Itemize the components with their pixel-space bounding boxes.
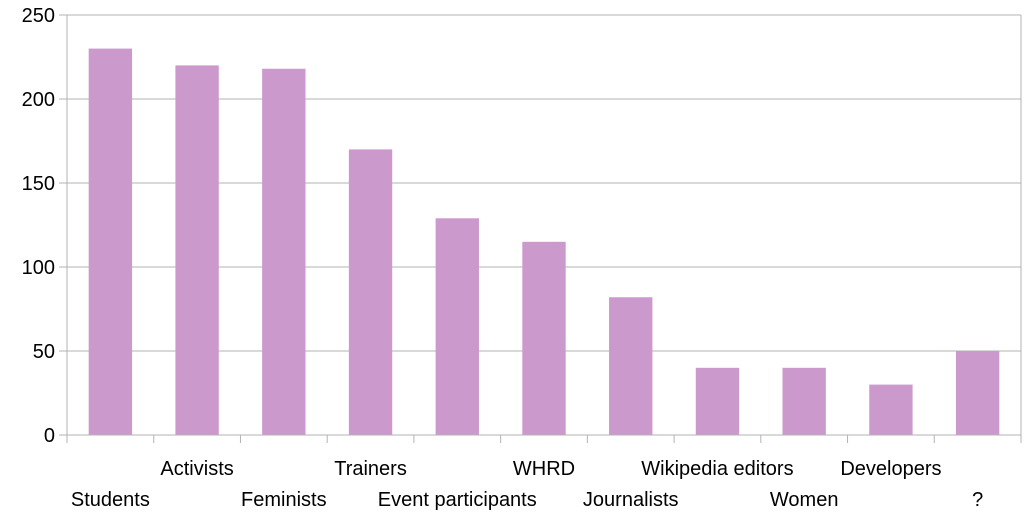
bar [348, 149, 393, 435]
x-tick-label: Students [71, 489, 150, 511]
y-tick-label: 100 [22, 257, 55, 279]
y-tick-label: 250 [22, 5, 55, 27]
bar [695, 367, 740, 435]
bar [609, 297, 653, 435]
bar [435, 218, 479, 435]
bar [782, 367, 826, 435]
x-tick-label: Developers [840, 458, 941, 480]
bar [522, 241, 566, 435]
x-tick-label: Event participants [378, 489, 537, 511]
x-tick-label: Activists [160, 458, 233, 480]
bar [869, 384, 913, 435]
x-tick-label: Feminists [241, 489, 327, 511]
x-tick-label: Women [770, 489, 839, 511]
x-tick-labels: Students Activists Feminists Trainers Event … [71, 458, 983, 511]
x-tick-label: ? [972, 489, 983, 511]
y-tick-label: 150 [22, 173, 55, 195]
bar [262, 68, 306, 435]
y-tick-labels: 0 50 100 150 200 250 [22, 5, 55, 447]
x-tick-label: Trainers [334, 458, 407, 480]
y-tick-label: 0 [44, 425, 55, 447]
bar [88, 48, 133, 435]
y-tick-label: 200 [22, 89, 55, 111]
bar [955, 351, 1000, 435]
x-tick-label: Journalists [583, 489, 679, 511]
y-tick-label: 50 [33, 341, 55, 363]
x-tick-label: WHRD [513, 458, 575, 480]
axes [59, 14, 1022, 443]
bars [88, 48, 1000, 436]
bar [175, 65, 219, 436]
x-tick-label: Wikipedia editors [641, 458, 793, 480]
